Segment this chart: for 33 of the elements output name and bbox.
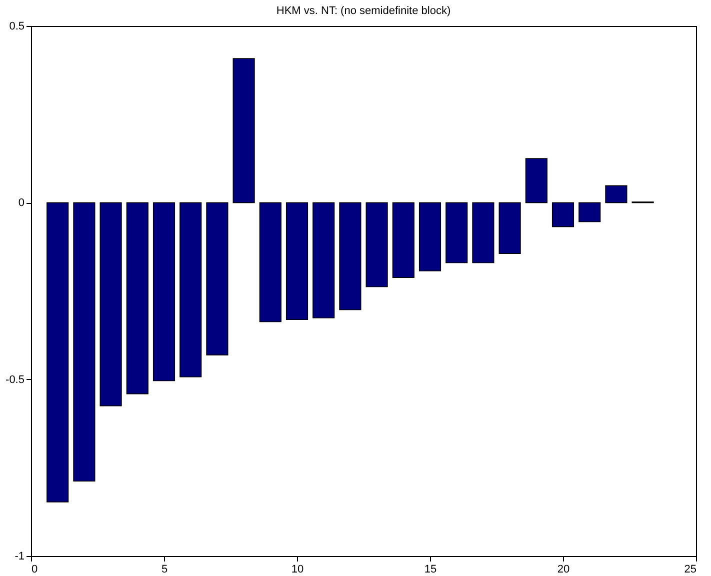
x-tick-label: 20 [557, 564, 570, 576]
bar [392, 202, 414, 278]
y-tick-label: -0.5 [6, 374, 24, 386]
bar [472, 202, 494, 264]
bar [180, 202, 202, 378]
y-tick-label: 0.5 [9, 20, 24, 32]
bar [126, 202, 148, 394]
bar [100, 202, 122, 406]
x-tick-label: 10 [291, 564, 304, 576]
bar [206, 202, 228, 356]
bar [152, 202, 176, 382]
bar [552, 202, 574, 228]
bar [46, 202, 69, 502]
x-tick-label: 15 [424, 564, 437, 576]
x-tick-label: 25 [684, 564, 696, 576]
bar [498, 202, 521, 254]
chart-title: HKM vs. NT: (no semidefinite block) [276, 5, 451, 17]
bar [366, 202, 388, 288]
bar [232, 58, 255, 204]
bar [73, 202, 96, 482]
bar [259, 202, 282, 322]
bar [525, 158, 548, 204]
bar [446, 202, 468, 264]
bar [312, 202, 335, 318]
y-tick-label: -1 [14, 550, 24, 562]
y-tick-label: 0 [18, 197, 24, 210]
bar [578, 202, 601, 222]
bar [339, 202, 362, 310]
bar [605, 185, 628, 204]
x-tick-label: 5 [161, 564, 168, 576]
x-tick-label: 0 [32, 564, 38, 576]
bar [286, 202, 308, 320]
bar [418, 202, 442, 272]
